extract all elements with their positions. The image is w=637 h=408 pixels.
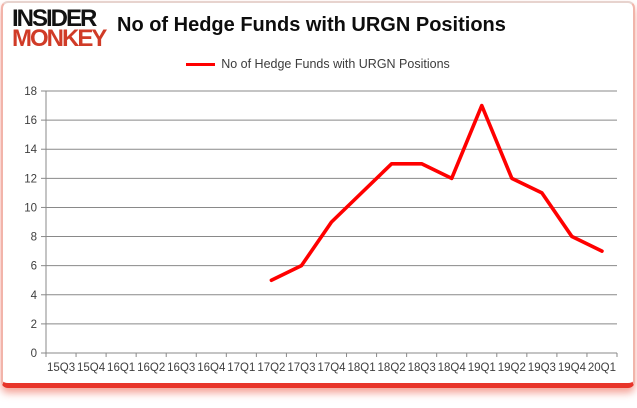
y-tick-label: 14 [24, 144, 37, 156]
x-axis-labels: 15Q3 15Q4 16Q1 16Q2 16Q3 16Q4 17Q1 17Q2 17Q3 17Q4… [47, 362, 616, 374]
y-tick-label: 16 [24, 115, 37, 127]
gridlines [41, 90, 617, 354]
x-tick-label: 19Q1 [468, 362, 496, 374]
x-tick-label: 18Q2 [378, 362, 406, 374]
x-tick-label: 20Q1 [588, 362, 616, 374]
x-tick-label: 16Q2 [137, 362, 165, 374]
chart-card: INSIDER MONKEY No of Hedge Funds with UR… [1, 1, 635, 388]
y-tick-label: 4 [31, 290, 38, 302]
y-tick-label: 8 [31, 232, 37, 244]
x-tick-label: 18Q1 [347, 362, 375, 374]
x-tick-label: 19Q3 [528, 362, 556, 374]
x-tick-label: 17Q2 [257, 362, 285, 374]
y-tick-label: 10 [24, 202, 37, 214]
x-tick-label: 17Q1 [227, 362, 255, 374]
y-tick-label: 2 [31, 319, 37, 331]
y-tick-label: 6 [31, 261, 37, 273]
y-tick-label: 0 [31, 348, 37, 360]
legend-label: No of Hedge Funds with URGN Positions [221, 57, 450, 71]
chart-legend: No of Hedge Funds with URGN Positions [3, 57, 633, 71]
x-tick-label: 18Q3 [408, 362, 436, 374]
y-tick-label: 18 [24, 86, 37, 98]
x-tick-label: 16Q3 [167, 362, 195, 374]
x-tick-label: 15Q3 [47, 362, 75, 374]
chart-title: No of Hedge Funds with URGN Positions [117, 14, 506, 36]
legend-line-swatch [186, 62, 216, 66]
y-tick-label: 12 [24, 173, 37, 185]
x-tick-label: 19Q2 [498, 362, 526, 374]
logo-monkey-text: MONKEY [12, 25, 107, 53]
logo-insider-text: INSIDER [12, 5, 97, 32]
x-tick-label: 17Q4 [317, 362, 346, 374]
x-tick-label: 19Q4 [558, 362, 587, 374]
x-tick-label: 16Q1 [107, 362, 135, 374]
x-tick-label: 17Q3 [287, 362, 315, 374]
x-tick-label: 18Q4 [438, 362, 467, 374]
y-axis-labels: 0 2 4 6 8 10 12 14 16 18 [24, 86, 37, 360]
x-tick-label: 15Q4 [77, 362, 106, 374]
axes [45, 91, 618, 357]
x-tick-label: 16Q4 [197, 362, 226, 374]
insider-monkey-logo: INSIDER MONKEY [12, 5, 107, 53]
series-line [269, 103, 604, 283]
